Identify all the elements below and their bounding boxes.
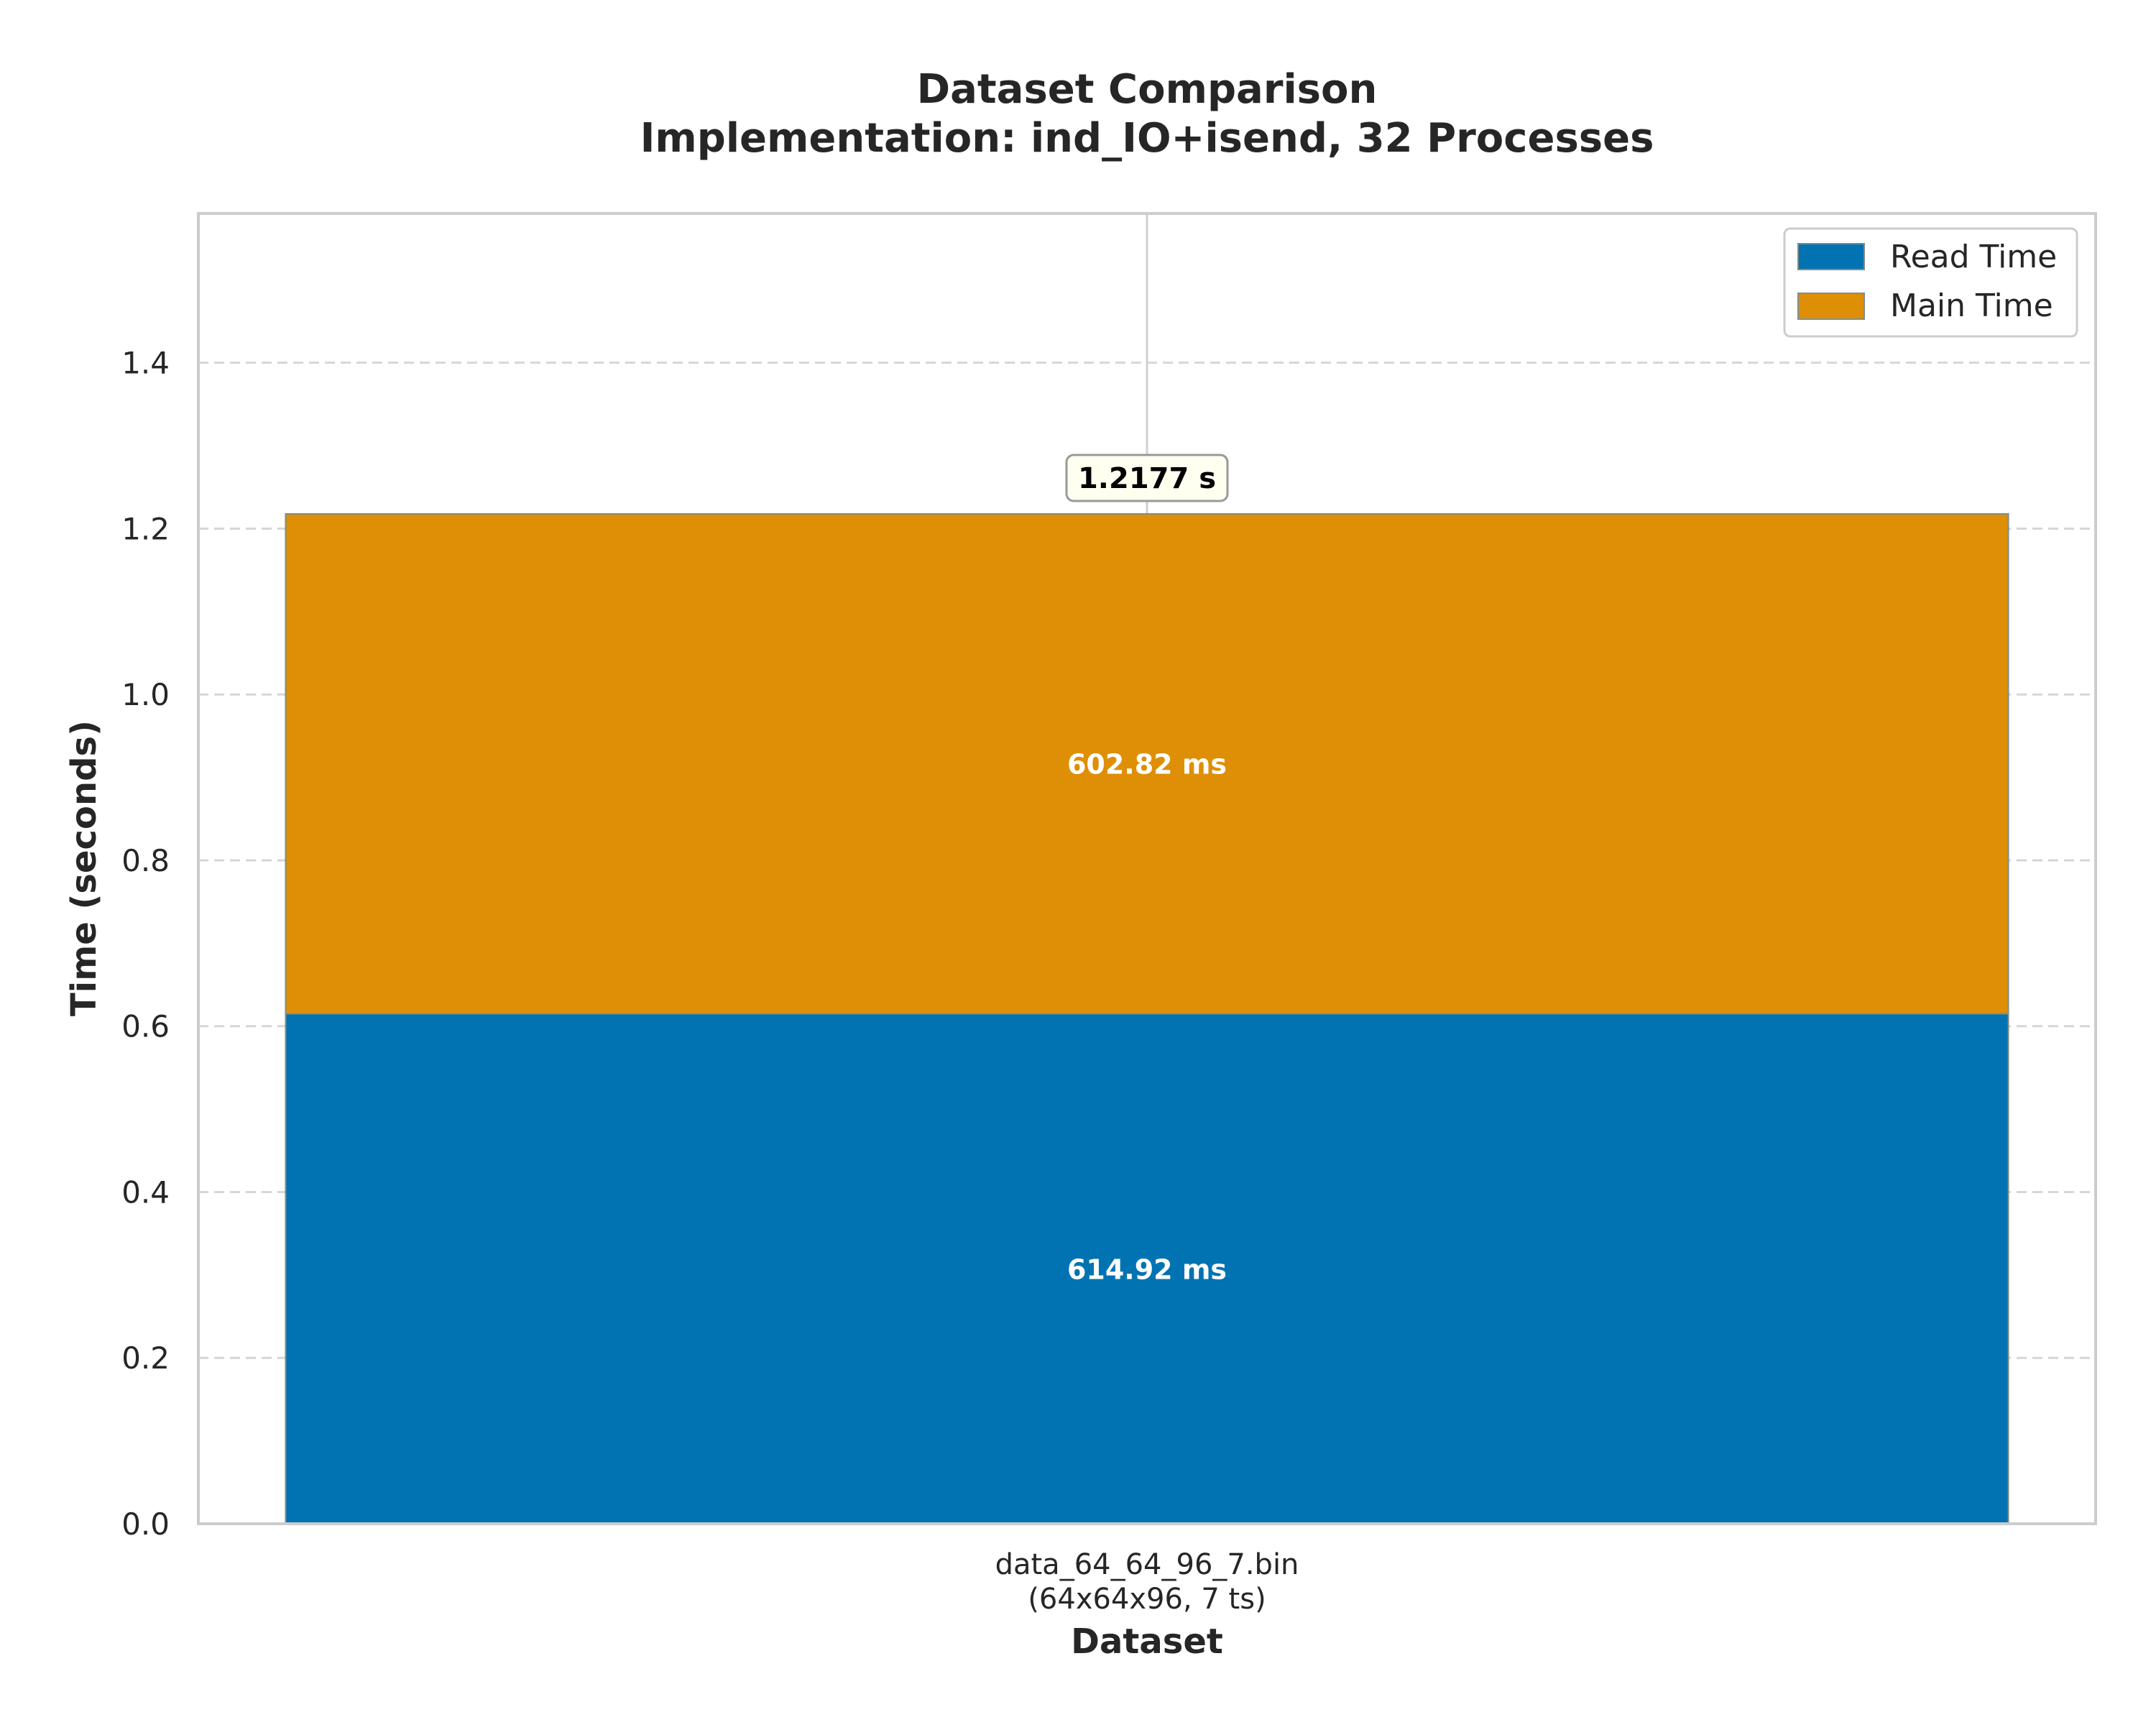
y-tick-label: 0.4	[121, 1174, 170, 1210]
y-tick-label: 1.4	[121, 346, 170, 381]
y-tick-label: 1.0	[121, 677, 170, 712]
y-tick-label: 0.0	[121, 1506, 170, 1542]
x-tick-label: data_64_64_96_7.bin	[995, 1548, 1299, 1581]
bars-layer	[285, 512, 2009, 1524]
ticks-layer: 0.0 0.2 0.4 0.6 0.8 1.0 1.2 1.4 data_64_64_96_7.…	[121, 346, 1299, 1616]
legend-label-main-time: Main Time	[1890, 288, 2053, 324]
y-axis-label: Time (seconds)	[64, 720, 104, 1016]
y-tick-label: 0.2	[121, 1340, 170, 1376]
plot-frame	[197, 212, 2097, 1525]
y-tick-label: 0.8	[121, 843, 170, 878]
chart-title: Dataset Comparison	[917, 66, 1378, 113]
bar-value-label: 602.82 ms	[1067, 749, 1227, 781]
x-axis-label: Dataset	[1071, 1622, 1223, 1662]
y-tick-label: 1.2	[121, 511, 170, 546]
legend: Read Time Main Time	[1783, 227, 2078, 338]
chart-subtitle: Implementation: ind_IO+isend, 32 Process…	[640, 115, 1654, 162]
bar-segment-main-time	[285, 512, 2009, 1015]
total-value-label: 1.2177 s	[1078, 462, 1216, 495]
x-tick-sublabel: (64x64x96, 7 ts)	[1028, 1583, 1266, 1616]
labels-layer: 614.92 ms 602.82 ms 1.2177 s	[1065, 454, 1229, 1285]
total-label-box	[1065, 454, 1229, 502]
bar-segment-read-time	[285, 1013, 2009, 1524]
bar-value-label: 614.92 ms	[1067, 1254, 1227, 1285]
legend-swatch-read-time	[1797, 243, 1865, 270]
y-tick-label: 0.6	[121, 1009, 170, 1044]
legend-swatch-main-time	[1797, 293, 1865, 320]
legend-label-read-time: Read Time	[1890, 239, 2057, 275]
